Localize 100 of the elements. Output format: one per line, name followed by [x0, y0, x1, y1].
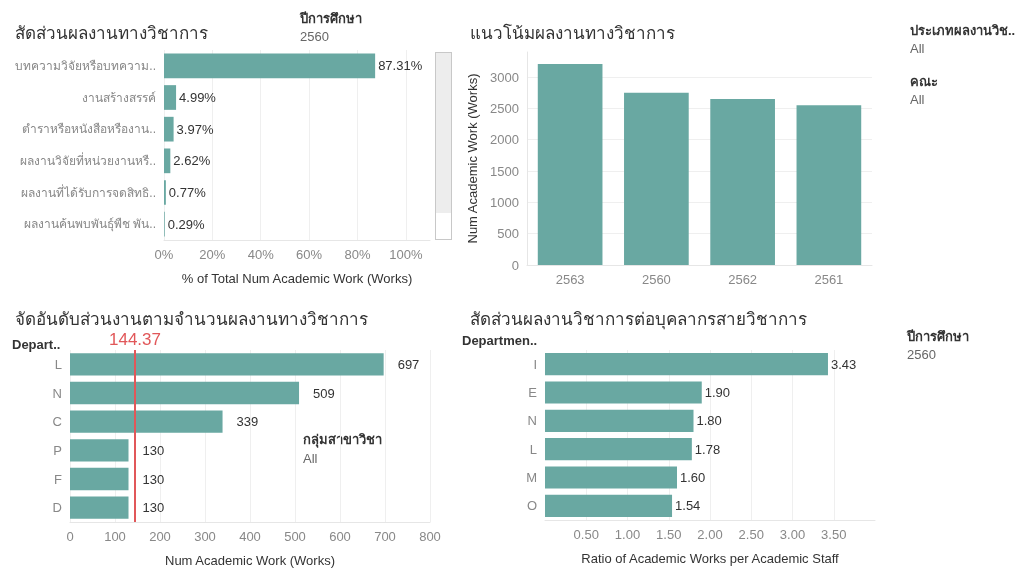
bar — [70, 467, 129, 491]
data-label: 509 — [313, 385, 335, 401]
data-label: 130 — [142, 471, 165, 487]
y-tick-label: งานสร้างสรรค์ — [82, 90, 156, 105]
x-tick-label: 0 — [66, 529, 74, 544]
x-tick-label: 400 — [239, 529, 261, 544]
x-tick-label: 60% — [296, 247, 323, 262]
x-tick-label: 2561 — [814, 272, 844, 287]
annotation: All — [303, 451, 318, 466]
data-label: 0.29% — [167, 216, 205, 232]
data-label: 2.62% — [173, 153, 211, 169]
data-label: 3.43 — [830, 356, 857, 372]
bar — [545, 409, 694, 432]
bar — [624, 92, 689, 265]
x-tick-label: 1.50 — [656, 527, 682, 542]
bar — [70, 496, 129, 519]
data-label: 4.99% — [179, 90, 217, 105]
bar — [545, 353, 828, 376]
text: 2560 — [300, 29, 329, 44]
bar — [70, 353, 384, 376]
bar — [796, 105, 862, 265]
y-tick-label: L — [529, 441, 537, 457]
x-tick-label: 2562 — [728, 272, 758, 287]
y-tick-label: ผลงานวิจัยที่หน่วยงานหรื.. — [20, 151, 156, 168]
data-label: 130 — [142, 500, 165, 516]
y-tick-label: I — [533, 356, 537, 372]
bar — [70, 439, 129, 462]
x-tick-label: 1.00 — [614, 527, 641, 542]
x-tick-label: 2.50 — [738, 527, 764, 542]
x-tick-label: 0% — [154, 247, 174, 262]
y-tick-label: N — [52, 385, 62, 401]
x-tick-label: 20% — [199, 247, 226, 262]
y-tick-label: N — [527, 413, 537, 429]
y-tick-label: 2000 — [490, 132, 519, 148]
y-tick-label: M — [526, 470, 537, 485]
x-axis-title: Num Academic Work (Works) — [165, 553, 335, 568]
x-tick-label: 500 — [284, 529, 306, 544]
text: ปีการศึกษา — [906, 329, 969, 344]
x-tick-label: 100% — [389, 247, 423, 262]
data-label: 0.77% — [168, 185, 207, 200]
data-label: 87.31% — [378, 58, 423, 74]
y-tick-label: 2500 — [490, 100, 519, 116]
text: All — [910, 41, 925, 56]
y-tick-label: 1000 — [490, 194, 519, 210]
ref-line-label: 144.37 — [108, 330, 161, 349]
y-tick-label: P — [53, 442, 62, 458]
x-tick-label: 40% — [247, 247, 275, 262]
x-tick-label: 2563 — [555, 272, 585, 287]
x-tick-label: 300 — [194, 529, 216, 544]
bar — [545, 438, 692, 461]
data-label: 1.78 — [694, 441, 721, 457]
text: 2560 — [907, 347, 936, 362]
x-tick-label: 80% — [344, 247, 371, 262]
bar — [164, 116, 174, 142]
bar — [537, 63, 603, 265]
data-label: 697 — [397, 356, 420, 372]
data-label: 1.80 — [696, 413, 722, 429]
text: ปีการศึกษา — [299, 11, 362, 26]
y-tick-label: 3000 — [490, 69, 519, 85]
y-tick-label: 1500 — [490, 163, 519, 179]
data-label: 130 — [142, 442, 165, 458]
bar — [70, 381, 300, 405]
chart-title: จัดอันดับส่วนงานตามจำนวนผลงานทางวิชาการ — [15, 310, 368, 329]
y-tick-label: E — [528, 385, 538, 400]
x-axis-title: Ratio of Academic Works per Academic Staff — [581, 551, 840, 566]
x-tick-label: 3.00 — [779, 527, 806, 542]
y-tick-label: O — [526, 498, 537, 514]
y-tick-label: L — [54, 356, 62, 372]
bar — [164, 85, 177, 110]
bar — [164, 148, 171, 174]
x-tick-label: 200 — [149, 529, 171, 544]
y-tick-label: ผลงานที่ได้รับการจดสิทธิ.. — [21, 183, 156, 200]
x-tick-label: 800 — [419, 529, 441, 544]
y-axis-title: Num Academic Work (Works) — [465, 73, 480, 244]
data-label: 1.54 — [675, 498, 701, 514]
bar — [70, 410, 223, 433]
bar — [710, 98, 775, 265]
text: ประเภทผลงานวิช.. — [910, 23, 1016, 38]
bar — [164, 53, 376, 79]
y-tick-label: D — [52, 500, 62, 516]
chart-title: สัดส่วนผลงานทางวิชาการ — [15, 24, 208, 43]
annotation: กลุ่มสาขาวิชา — [303, 432, 382, 448]
x-tick-label: 100 — [104, 529, 126, 544]
data-label: 3.97% — [176, 121, 214, 137]
text: All — [910, 92, 925, 107]
y-tick-label: ตำราหรือหนังสือหรืองาน.. — [22, 122, 156, 137]
data-label: 1.60 — [680, 470, 706, 485]
bar — [545, 466, 677, 489]
y-tick-label: บทความวิจัยหรือบทความ.. — [15, 58, 156, 73]
x-tick-label: 2560 — [641, 272, 671, 287]
chart-title: แนวโน้มผลงานทางวิชาการ — [470, 23, 675, 43]
x-tick-label: 600 — [329, 529, 351, 544]
bar — [545, 381, 702, 404]
data-label: 1.90 — [704, 385, 731, 400]
chart-title: สัดส่วนผลงานวิชาการต่อบุคลากรสายวิชาการ — [470, 310, 807, 330]
y-tick-label: ผลงานค้นพบพันธุ์พืช พัน.. — [23, 217, 156, 233]
x-tick-label: 3.50 — [821, 527, 847, 542]
x-tick-label: 700 — [374, 529, 396, 544]
y-tick-label: 500 — [497, 226, 519, 242]
y-tick-label: F — [54, 471, 63, 487]
